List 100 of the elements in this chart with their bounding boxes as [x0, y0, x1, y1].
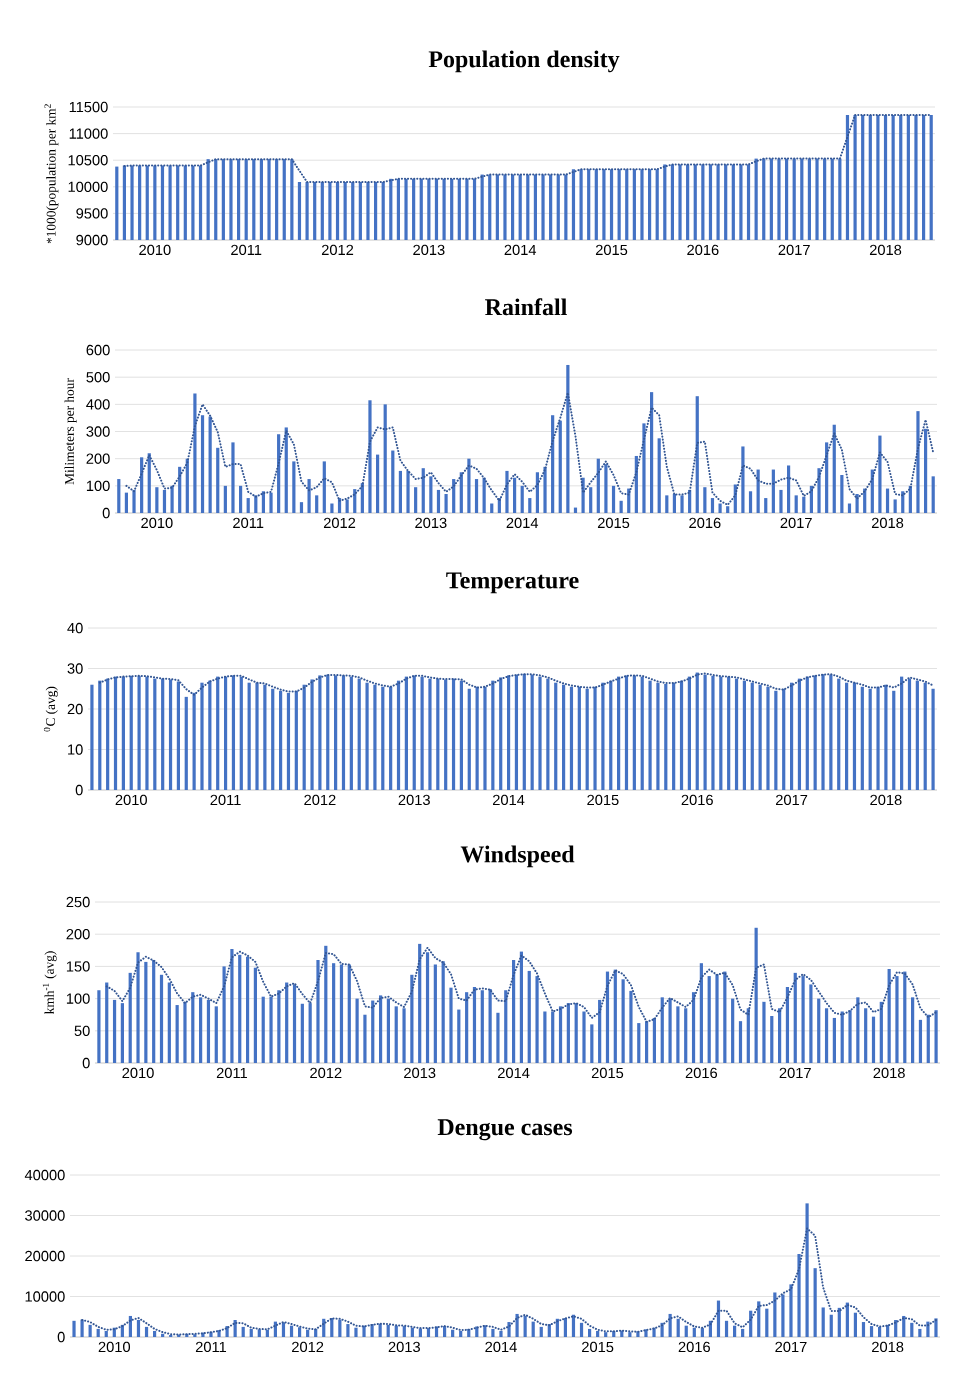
- bar: [649, 392, 654, 514]
- chart-title: Windspeed: [460, 845, 575, 868]
- bar: [365, 682, 369, 791]
- bar: [554, 682, 558, 791]
- x-tick-label: 2018: [869, 244, 902, 256]
- y-axis-title: Milimeters per hour: [64, 378, 77, 485]
- x-tick-label: 2013: [398, 794, 430, 806]
- bar: [923, 682, 927, 791]
- bar: [106, 678, 110, 791]
- bar: [96, 1328, 100, 1338]
- x-tick-label: 2014: [498, 1067, 530, 1079]
- bar: [269, 492, 273, 514]
- bar: [585, 688, 589, 791]
- bar: [324, 945, 328, 1064]
- bar: [934, 1010, 938, 1064]
- bar: [703, 487, 707, 514]
- bar: [527, 970, 531, 1064]
- bar: [297, 1327, 302, 1338]
- bar: [316, 959, 320, 1064]
- bar: [774, 690, 778, 791]
- bar: [632, 675, 636, 791]
- bar: [829, 1314, 833, 1338]
- bar: [918, 1328, 922, 1338]
- bar: [412, 675, 416, 791]
- bar: [255, 682, 259, 791]
- bar: [306, 1329, 310, 1338]
- y-tick-label: 11500: [69, 101, 108, 113]
- bar: [334, 675, 338, 791]
- bar: [490, 503, 494, 514]
- bar: [183, 1001, 187, 1064]
- bar: [223, 485, 227, 514]
- bar: [687, 676, 691, 791]
- bar: [628, 1332, 632, 1338]
- bar: [748, 491, 753, 514]
- bar: [436, 678, 440, 791]
- bar: [175, 1005, 179, 1064]
- x-tick-label: 2018: [870, 794, 902, 806]
- bar: [551, 415, 555, 514]
- x-tick-label: 2017: [775, 794, 808, 806]
- bar: [577, 686, 581, 791]
- x-tick-label: 2015: [597, 517, 630, 529]
- y-tick-label: 300: [86, 426, 110, 437]
- bar: [375, 454, 380, 514]
- bar: [137, 675, 141, 791]
- bar: [893, 499, 897, 514]
- bar: [222, 966, 226, 1064]
- bar: [771, 469, 775, 514]
- bar: [451, 1329, 455, 1338]
- bar: [200, 415, 205, 514]
- bar: [216, 447, 220, 514]
- y-tick-label: 0: [102, 507, 110, 519]
- bar: [284, 427, 288, 514]
- bar: [699, 963, 703, 1064]
- x-tick-label: 2010: [115, 794, 147, 806]
- bar: [604, 464, 608, 514]
- x-tick-label: 2017: [780, 517, 812, 529]
- bar: [520, 485, 524, 514]
- bar: [326, 674, 330, 791]
- bar: [286, 692, 291, 791]
- bar: [425, 952, 430, 1064]
- x-tick-label: 2010: [141, 517, 173, 529]
- bar: [770, 1016, 774, 1064]
- x-tick-label: 2016: [678, 1341, 710, 1353]
- y-tick-label: 0: [82, 1057, 90, 1069]
- x-tick-label: 2016: [689, 517, 721, 529]
- bar: [910, 1322, 914, 1338]
- bar: [789, 1284, 793, 1338]
- bar: [734, 678, 739, 791]
- bar: [531, 1321, 535, 1338]
- bar: [474, 479, 479, 514]
- bar: [128, 972, 132, 1064]
- bar: [726, 506, 730, 514]
- bar: [418, 943, 422, 1064]
- bar: [817, 998, 821, 1064]
- bar: [664, 683, 668, 791]
- bar: [864, 1008, 868, 1064]
- bar: [840, 1011, 844, 1064]
- y-tick-label: 100: [66, 993, 90, 1004]
- y-tick-label: 40: [67, 622, 83, 634]
- bar: [885, 488, 890, 514]
- bar: [444, 494, 448, 514]
- bar: [310, 679, 314, 791]
- bar: [338, 1319, 342, 1338]
- bar: [558, 1006, 563, 1064]
- x-tick-label: 2011: [216, 1067, 247, 1079]
- bar: [257, 1329, 261, 1338]
- bar: [420, 676, 424, 791]
- bar: [895, 976, 899, 1064]
- bar: [104, 1330, 108, 1338]
- bar: [209, 1331, 213, 1338]
- bar: [315, 495, 319, 514]
- bar: [637, 1023, 641, 1064]
- bar: [601, 682, 605, 791]
- bar: [349, 676, 353, 791]
- bar: [691, 992, 696, 1064]
- chart-title: Temperature: [446, 572, 579, 594]
- bar: [923, 428, 928, 514]
- bar: [902, 1315, 906, 1338]
- y-tick-label: 400: [86, 399, 110, 410]
- y-tick-label: 600: [86, 344, 110, 356]
